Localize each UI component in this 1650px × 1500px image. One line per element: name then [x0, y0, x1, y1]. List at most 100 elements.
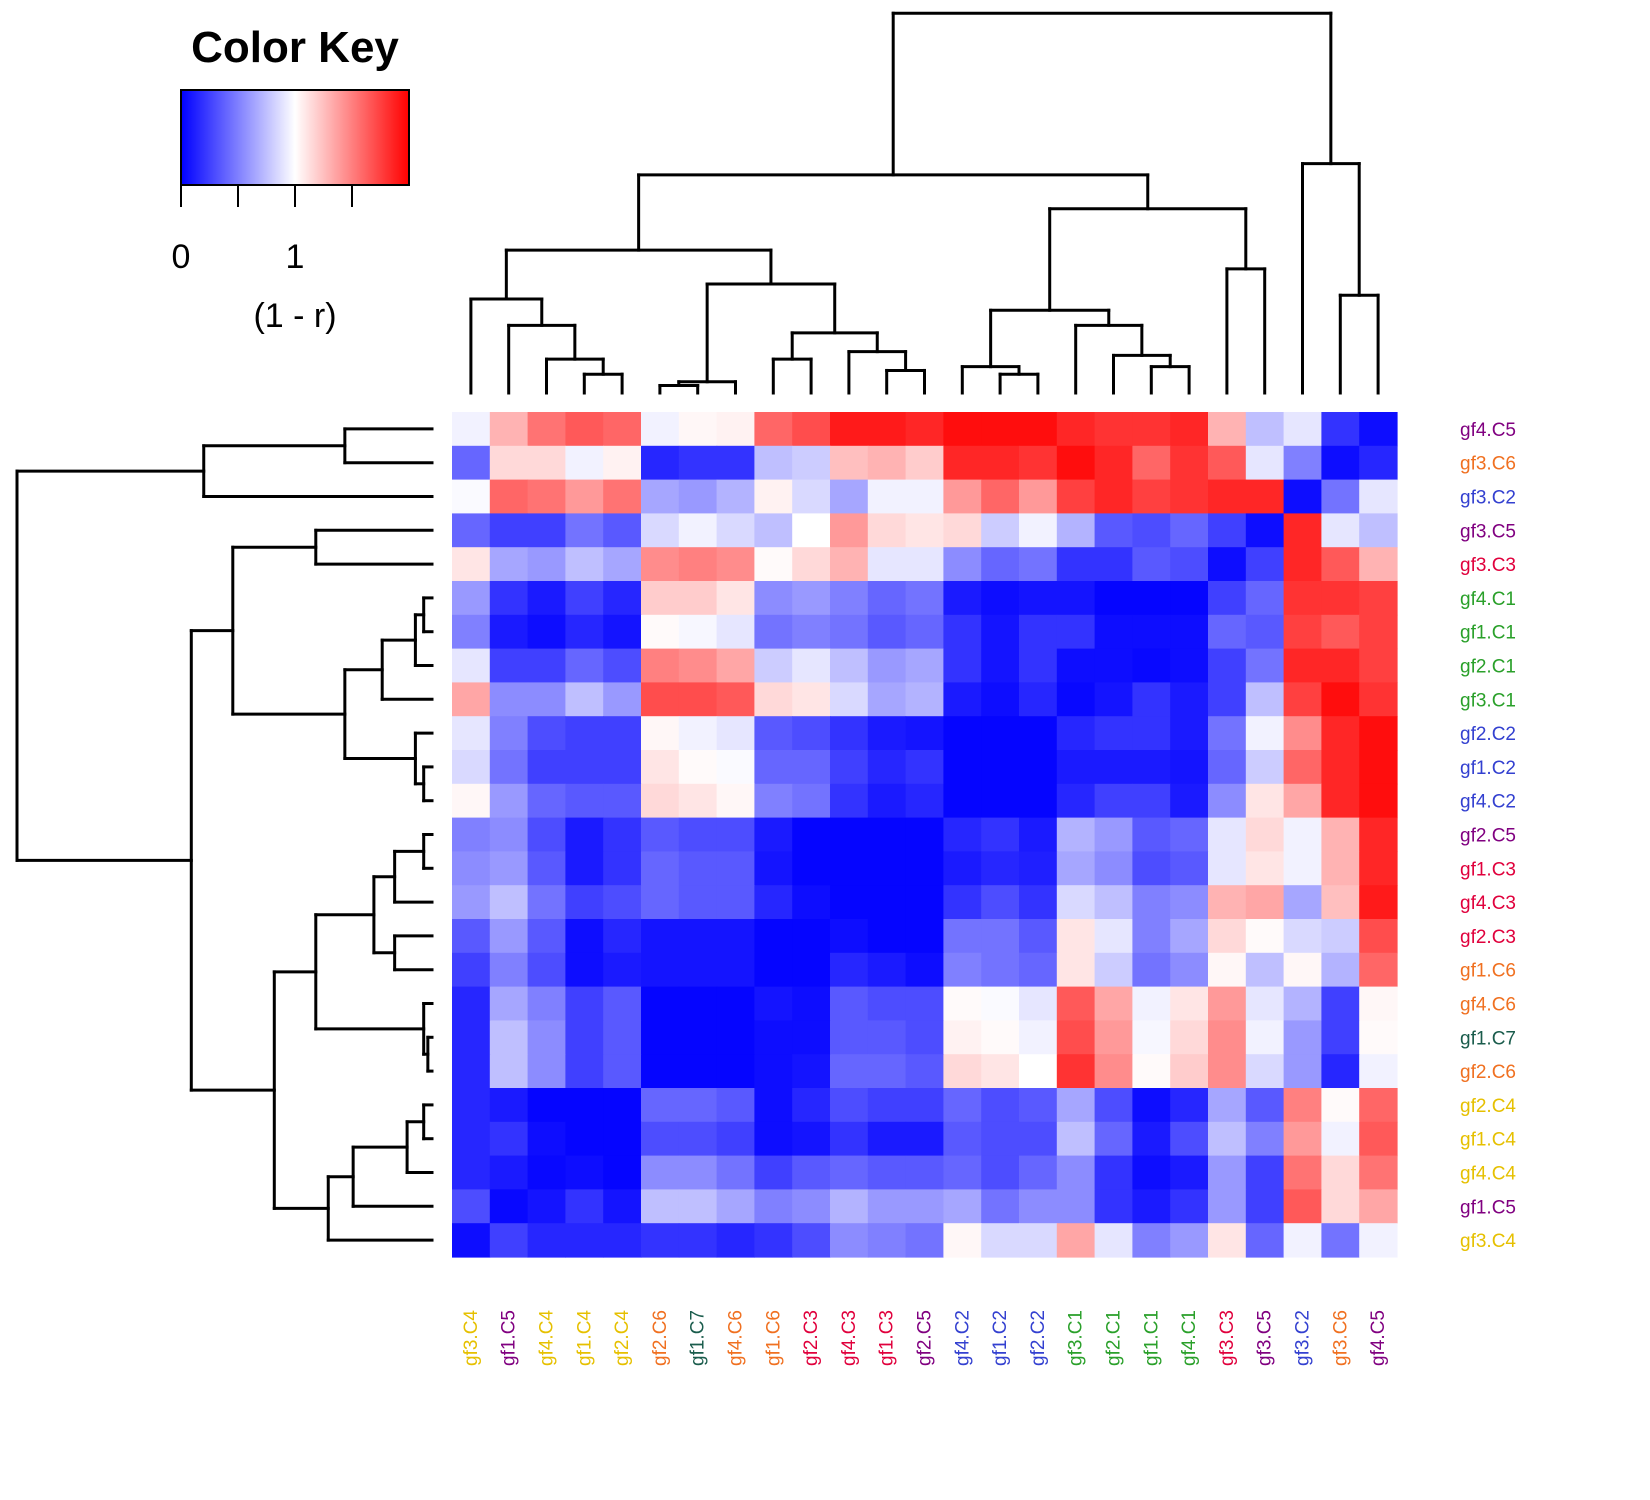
color-key-tick-label-0: 0 — [172, 238, 191, 276]
heatmap-cell — [943, 1020, 982, 1055]
heatmap-cell — [1283, 1088, 1322, 1123]
heatmap-cell — [716, 1121, 755, 1157]
heatmap-cell — [1321, 1155, 1360, 1190]
heatmap-cell — [1094, 1121, 1133, 1157]
heatmap-cell — [867, 952, 907, 988]
heatmap-cell — [905, 1189, 944, 1224]
heatmap-cell — [1208, 479, 1247, 514]
heatmap-cell — [943, 445, 982, 481]
column-labels: gf3.C4 gf1.C5 gf4.C4 gf1.C4 gf2.C4 gf2.C6 gf1.… — [461, 1310, 1389, 1366]
heatmap-cell — [1283, 1189, 1322, 1224]
heatmap-cell — [716, 1020, 755, 1055]
heatmap-cell — [716, 919, 755, 954]
heatmap-cell — [792, 986, 831, 1021]
heatmap-cell — [565, 581, 604, 616]
heatmap-cell — [565, 817, 604, 852]
heatmap-cell — [867, 1054, 907, 1089]
heatmap-cell — [489, 851, 529, 886]
heatmap-cell — [1208, 783, 1247, 819]
row-label: gf4.C4 — [1460, 1164, 1516, 1185]
column-label: gf3.C2 — [1293, 1310, 1314, 1366]
heatmap-cell — [1359, 952, 1398, 988]
column-label: gf4.C1 — [1179, 1310, 1200, 1366]
heatmap-cell — [678, 851, 718, 886]
heatmap-cell — [1019, 648, 1058, 683]
column-label: gf4.C4 — [537, 1310, 558, 1366]
heatmap-cell — [1132, 1155, 1171, 1190]
heatmap-cell — [489, 986, 529, 1021]
heatmap-cell — [905, 581, 944, 616]
heatmap-cell — [1321, 986, 1360, 1021]
heatmap-cell — [943, 783, 982, 819]
row-label: gf3.C5 — [1460, 521, 1516, 542]
heatmap-cell — [489, 682, 529, 717]
heatmap-cell — [905, 1020, 944, 1055]
heatmap-cell — [1056, 817, 1096, 852]
heatmap-cell — [678, 1223, 718, 1258]
heatmap-cell — [1170, 750, 1209, 785]
heatmap-cell — [716, 952, 755, 988]
heatmap-cell — [1094, 445, 1133, 481]
heatmap-cell — [754, 614, 793, 650]
heatmap-cell — [830, 1155, 869, 1190]
color-key-axis-label: (1 - r) — [253, 297, 336, 335]
heatmap-cell — [716, 682, 755, 717]
row-label: gf1.C7 — [1460, 1028, 1516, 1049]
heatmap-cell — [678, 1054, 718, 1089]
heatmap-cell — [1359, 851, 1398, 886]
heatmap-cell — [981, 919, 1020, 954]
heatmap-cell — [603, 1189, 642, 1224]
heatmap-cell — [565, 1155, 604, 1190]
heatmap-cell — [792, 648, 831, 683]
heatmap-cell — [1094, 1223, 1133, 1258]
heatmap-cell — [1283, 1155, 1322, 1190]
heatmap-cell — [981, 783, 1020, 819]
heatmap-cell — [905, 1121, 944, 1157]
heatmap-cell — [678, 581, 718, 616]
heatmap-cell — [1321, 1020, 1360, 1055]
heatmap-cell — [565, 1223, 604, 1258]
heatmap-cell — [1321, 851, 1360, 886]
heatmap-cell — [1245, 986, 1285, 1021]
heatmap-cell — [792, 1020, 831, 1055]
heatmap-cell — [1208, 445, 1247, 481]
heatmap-cell — [905, 513, 944, 548]
column-label: gf1.C5 — [499, 1310, 520, 1366]
color-key: Color Key 0 1 (1 - r) — [172, 23, 410, 335]
heatmap-cell — [792, 851, 831, 886]
heatmap-cell — [1208, 750, 1247, 785]
heatmap-cell — [716, 445, 755, 481]
heatmap-cell — [867, 1088, 907, 1123]
column-label: gf1.C6 — [763, 1310, 784, 1366]
heatmap-cell — [641, 1189, 680, 1224]
heatmap-cell — [754, 1155, 793, 1190]
heatmap-cell — [452, 952, 491, 988]
heatmap-cell — [603, 1121, 642, 1157]
heatmap-cell — [1056, 885, 1096, 920]
heatmap-cell — [867, 479, 907, 514]
column-label: gf2.C3 — [801, 1310, 822, 1366]
heatmap-cell — [1283, 648, 1322, 683]
heatmap-cell — [792, 547, 831, 582]
heatmap-cell — [1170, 682, 1209, 717]
heatmap-cell — [1094, 547, 1133, 582]
heatmap-cell — [1094, 783, 1133, 819]
heatmap-cell — [1132, 1088, 1171, 1123]
row-label: gf2.C2 — [1460, 724, 1516, 745]
heatmap-cell — [1208, 614, 1247, 650]
heatmap-cell — [1094, 885, 1133, 920]
heatmap-cell — [1170, 1088, 1209, 1123]
heatmap-cell — [489, 581, 529, 616]
heatmap-cell — [1132, 581, 1171, 616]
heatmap-cell — [943, 1223, 982, 1258]
heatmap-cell — [1170, 547, 1209, 582]
heatmap-cell — [981, 885, 1020, 920]
heatmap-cell — [452, 648, 491, 683]
heatmap-cell — [565, 919, 604, 954]
heatmap-cell — [905, 682, 944, 717]
heatmap-cell — [1245, 952, 1285, 988]
heatmap-cell — [1283, 1020, 1322, 1055]
heatmap-cell — [1094, 614, 1133, 650]
heatmap-cell — [641, 648, 680, 683]
heatmap-cell — [678, 513, 718, 548]
